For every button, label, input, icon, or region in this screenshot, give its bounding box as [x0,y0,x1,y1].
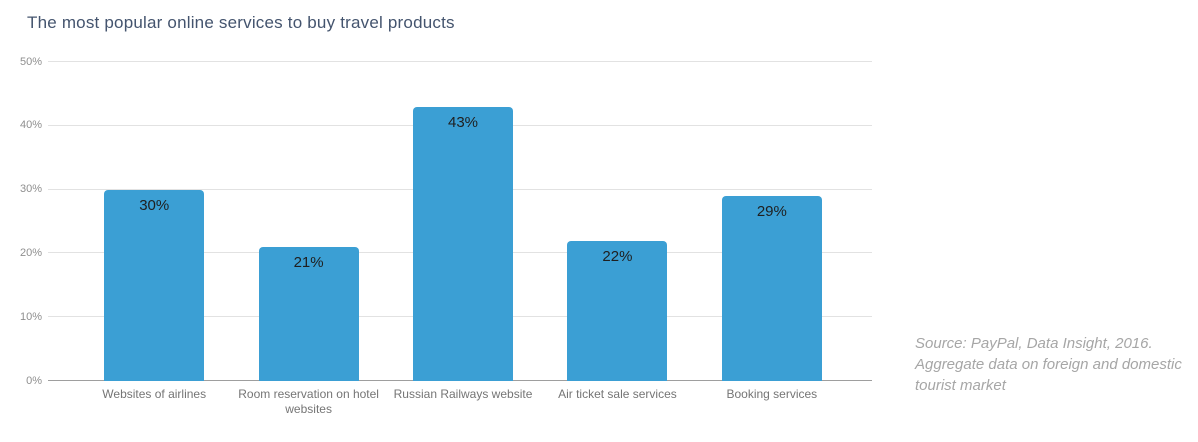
bars-container: 30% 21% 43% 22% 29% [77,62,849,381]
bar-band: 30% [77,62,231,381]
bar-band: 22% [540,62,694,381]
bar-3: 43% [413,106,514,381]
x-axis-category-label: Air ticket sale services [558,387,677,401]
bar-band: 43% [386,62,540,381]
x-axis-category-label: Booking services [726,387,818,401]
x-axis-category-label: Russian Railways website [393,387,533,401]
x-axis-labels: Websites of airlines Room reservation on … [77,387,849,417]
y-axis-tick-label: 50% [19,55,42,68]
bar-value-label: 29% [756,202,787,220]
x-axis-category-label: Room reservation on hotel websites [238,387,379,416]
y-axis-tick-label: 10% [19,310,42,323]
bar-1: 30% [104,189,205,381]
gridline: 50% [20,56,872,68]
bar-value-label: 21% [293,254,324,272]
source-note: Source: PayPal, Data Insight, 2016. Aggr… [915,335,1182,394]
bar-5: 29% [721,195,822,381]
bar-band: 29% [695,62,849,381]
chart-title: The most popular online services to buy … [27,13,455,32]
bar-value-label: 43% [448,113,479,131]
bar-2: 21% [258,247,359,381]
bar-value-label: 30% [139,196,170,214]
bar-4: 22% [567,240,668,381]
y-axis-tick-label: 0% [26,374,42,387]
y-axis-tick-label: 30% [19,183,42,196]
x-axis-category-label: Websites of airlines [102,387,207,401]
bar-band: 21% [231,62,385,381]
plot-area: 30% 21% 43% 22% 29% 0% 10% 20% 30% 40% 50% [20,56,872,387]
y-axis-tick-label: 20% [19,246,42,259]
bar-value-label: 22% [602,247,633,265]
y-axis-tick-label: 40% [19,119,42,132]
